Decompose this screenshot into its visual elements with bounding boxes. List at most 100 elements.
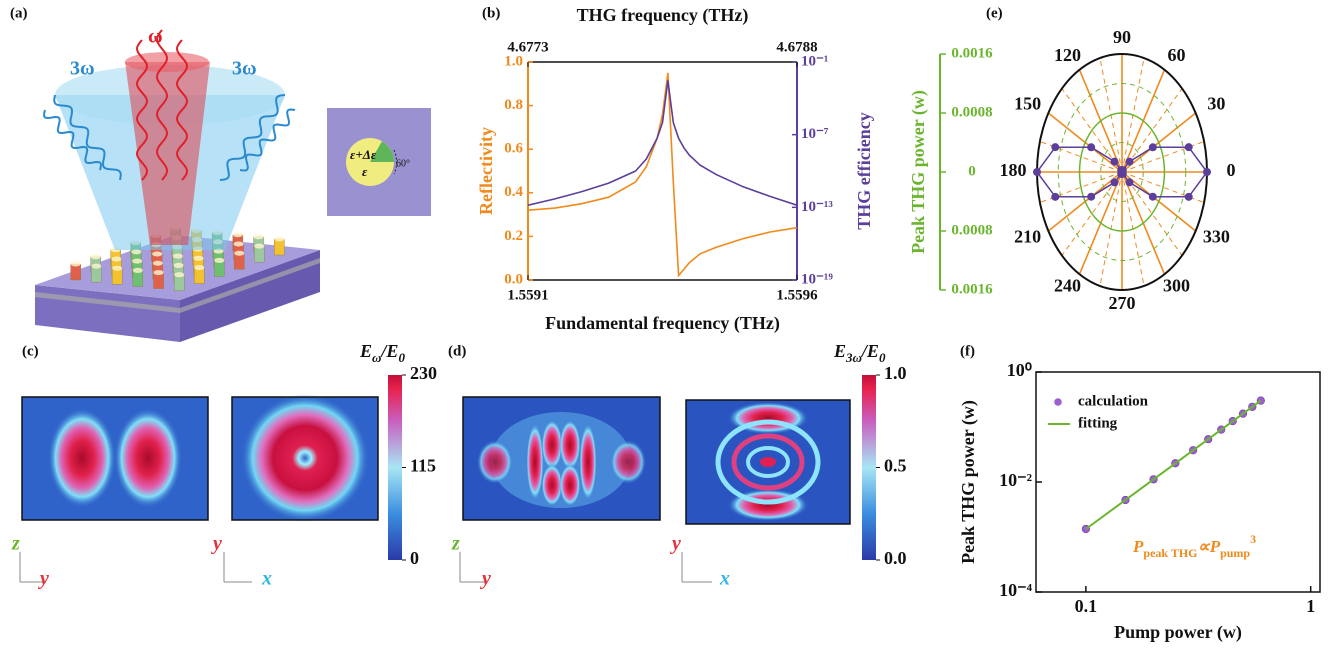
field-lobe — [559, 463, 581, 507]
panel-label: (c) — [22, 343, 39, 359]
triad-arrows — [224, 552, 252, 582]
polar-point — [1051, 143, 1059, 151]
angle-label: 210 — [1014, 227, 1041, 247]
colorbar-tick-label: 230 — [410, 363, 437, 383]
x-axis-title: Fundamental frequency (THz) — [545, 313, 780, 334]
triad-label: y — [211, 533, 222, 555]
radial-tick-label: 0.0008 — [951, 104, 992, 120]
field-lobe — [477, 440, 513, 484]
title-subscript: 0 — [879, 350, 886, 365]
colorbar — [388, 375, 402, 560]
annotation-part: peak THG — [1143, 546, 1197, 560]
polar-point — [1110, 178, 1118, 186]
polar-point — [1185, 193, 1193, 201]
triad-label: y — [480, 568, 491, 590]
field-lobe — [48, 408, 116, 508]
polar-point — [1149, 193, 1157, 201]
y2-axis-title: THG efficiency — [854, 112, 874, 229]
angle-label: 150 — [1014, 94, 1041, 114]
triad-label: z — [451, 533, 460, 555]
pump-label: ω — [148, 26, 163, 48]
pillar-top — [132, 259, 142, 264]
angle-label: 300 — [1163, 275, 1190, 295]
angle-label: 180 — [1000, 160, 1027, 180]
angle-label: 90 — [1113, 27, 1131, 47]
y-tick-label: 0.0 — [504, 271, 523, 287]
polar-point — [1126, 178, 1134, 186]
pillar-top — [153, 261, 163, 266]
y-axis-title: Reflectivity — [476, 127, 496, 215]
panel-label: (b) — [482, 5, 500, 21]
polar-point — [1119, 170, 1127, 178]
page: { "panel_labels": ["(a)", "(b)", "(c)", … — [0, 0, 1336, 648]
pillar-top — [214, 258, 224, 263]
field-map — [232, 394, 378, 522]
inset-label: 60° — [396, 158, 410, 169]
field-ring — [241, 394, 369, 522]
title-subscript: 0 — [398, 350, 405, 365]
y-tick-label: 0.2 — [504, 228, 523, 244]
angle-label: 240 — [1054, 275, 1081, 295]
harmonic-label: 3ω — [232, 58, 257, 80]
annotation-part: 3 — [1250, 532, 1256, 546]
y-tick-label: 1.0 — [504, 53, 523, 69]
pillar-top — [112, 266, 122, 271]
y-tick-label: 10⁰ — [1007, 360, 1032, 380]
triad-label: z — [11, 533, 20, 555]
x2-tick-label: 4.6773 — [507, 39, 548, 55]
annotation-part: pump — [1220, 546, 1250, 560]
pillar-top — [91, 264, 101, 269]
field-lobe — [610, 440, 646, 484]
pillar-top — [131, 249, 141, 254]
panel-label: (a) — [10, 5, 28, 21]
angle-label: 30 — [1207, 94, 1225, 114]
polar-point — [1185, 143, 1193, 151]
radial-tick-label: 0 — [968, 163, 976, 179]
y-tick-label: 10⁻⁴ — [999, 580, 1033, 600]
pillar-top — [111, 257, 121, 262]
pillar-top — [274, 237, 284, 242]
pillar-top — [174, 263, 184, 268]
pillar-top — [154, 270, 164, 275]
radial-tick-label: 0.0016 — [951, 281, 993, 297]
axis-triad: y x — [211, 533, 272, 590]
radial-tick-label: 0.0008 — [951, 222, 992, 238]
x-axis-title: Pump power (w) — [1114, 622, 1242, 643]
annotation-part: P — [1132, 537, 1144, 556]
title-part: E — [833, 341, 846, 361]
title-part: /E — [860, 341, 879, 361]
field-map — [686, 400, 850, 524]
polar-point — [1051, 193, 1059, 201]
field-map — [463, 397, 660, 520]
series-line — [528, 80, 797, 205]
axis-triad: z y — [451, 533, 491, 590]
field-core — [760, 457, 776, 467]
triad-label: y — [670, 533, 681, 555]
radial-axis-title: Peak THG power (w) — [908, 90, 929, 254]
field-lobe — [579, 422, 597, 502]
inset-label: ε+Δε — [350, 147, 377, 162]
x2-axis-title: THG frequency (THz) — [577, 5, 749, 26]
angle-label: 270 — [1109, 293, 1136, 313]
panel-label: (d) — [448, 343, 466, 359]
triad-label: x — [261, 568, 272, 590]
harmonic-label: 3ω — [70, 58, 95, 80]
angle-label: 120 — [1054, 45, 1081, 65]
x-tick-label: 1.5596 — [776, 287, 818, 303]
y-tick-label: 0.8 — [504, 97, 523, 113]
pillar-top — [233, 232, 243, 237]
inset: ε+Δε ε 60° — [327, 108, 431, 216]
pillar-top — [152, 252, 162, 257]
x-tick-label: 1 — [1306, 596, 1315, 616]
pillar-top — [194, 265, 204, 270]
series-line — [528, 73, 797, 276]
pillar-top — [71, 262, 81, 267]
panel-label: (f) — [960, 343, 975, 359]
polar-point — [1087, 143, 1095, 151]
angle-label: 0 — [1227, 160, 1236, 180]
inset-label: ε — [362, 164, 368, 179]
x2-tick-label: 4.6788 — [776, 39, 817, 55]
x-tick-label: 1.5591 — [507, 287, 548, 303]
title-subscript: 3ω — [845, 350, 862, 365]
polar-point — [1087, 193, 1095, 201]
